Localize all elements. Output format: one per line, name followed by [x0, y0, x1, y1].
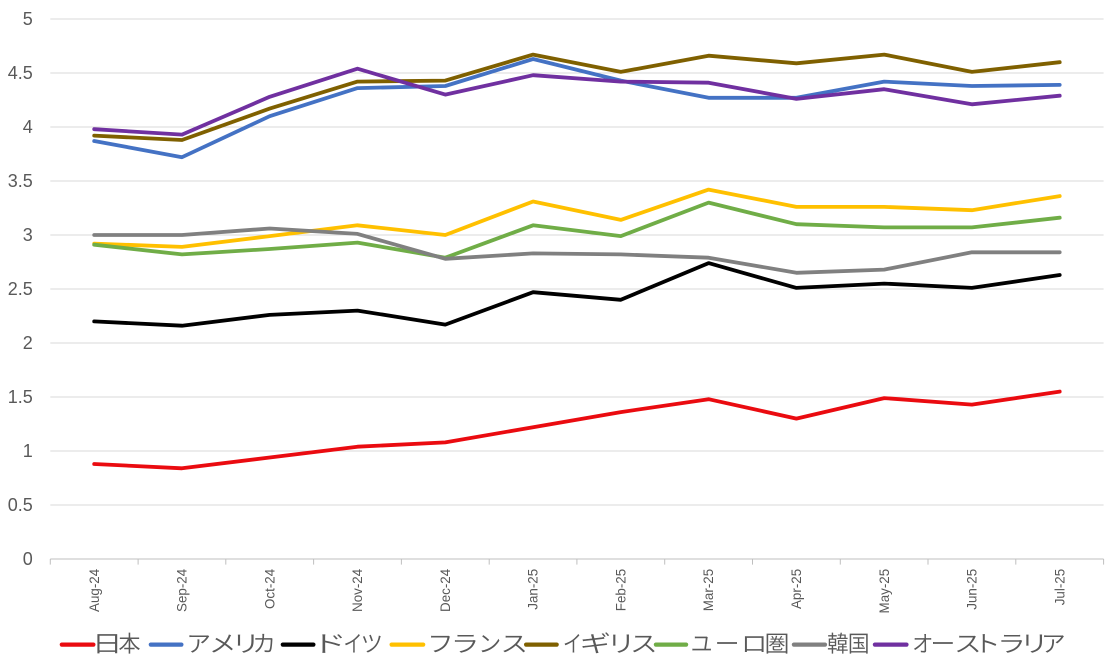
svg-text:1.5: 1.5	[8, 387, 33, 407]
svg-text:4: 4	[23, 117, 33, 137]
svg-text:Oct-24: Oct-24	[262, 568, 277, 609]
svg-text:Mar-25: Mar-25	[701, 569, 716, 611]
svg-text:5: 5	[23, 9, 33, 29]
svg-text:Jun-25: Jun-25	[965, 569, 980, 610]
svg-text:Jul-25: Jul-25	[1052, 569, 1067, 605]
svg-text:Dec-24: Dec-24	[438, 568, 453, 612]
svg-text:Apr-25: Apr-25	[789, 569, 804, 609]
svg-text:Jan-25: Jan-25	[526, 569, 541, 610]
svg-text:2: 2	[23, 333, 33, 353]
svg-text:May-25: May-25	[877, 569, 892, 614]
svg-text:3: 3	[23, 225, 33, 245]
svg-text:0.5: 0.5	[8, 495, 33, 515]
svg-text:0: 0	[23, 549, 33, 569]
svg-text:Nov-24: Nov-24	[350, 568, 365, 612]
svg-text:4.5: 4.5	[8, 63, 33, 83]
svg-text:2.5: 2.5	[8, 279, 33, 299]
svg-text:Sep-24: Sep-24	[175, 568, 190, 612]
svg-text:Aug-24: Aug-24	[87, 568, 102, 612]
svg-text:Feb-25: Feb-25	[613, 569, 628, 611]
svg-text:3.5: 3.5	[8, 171, 33, 191]
svg-text:1: 1	[23, 441, 33, 461]
